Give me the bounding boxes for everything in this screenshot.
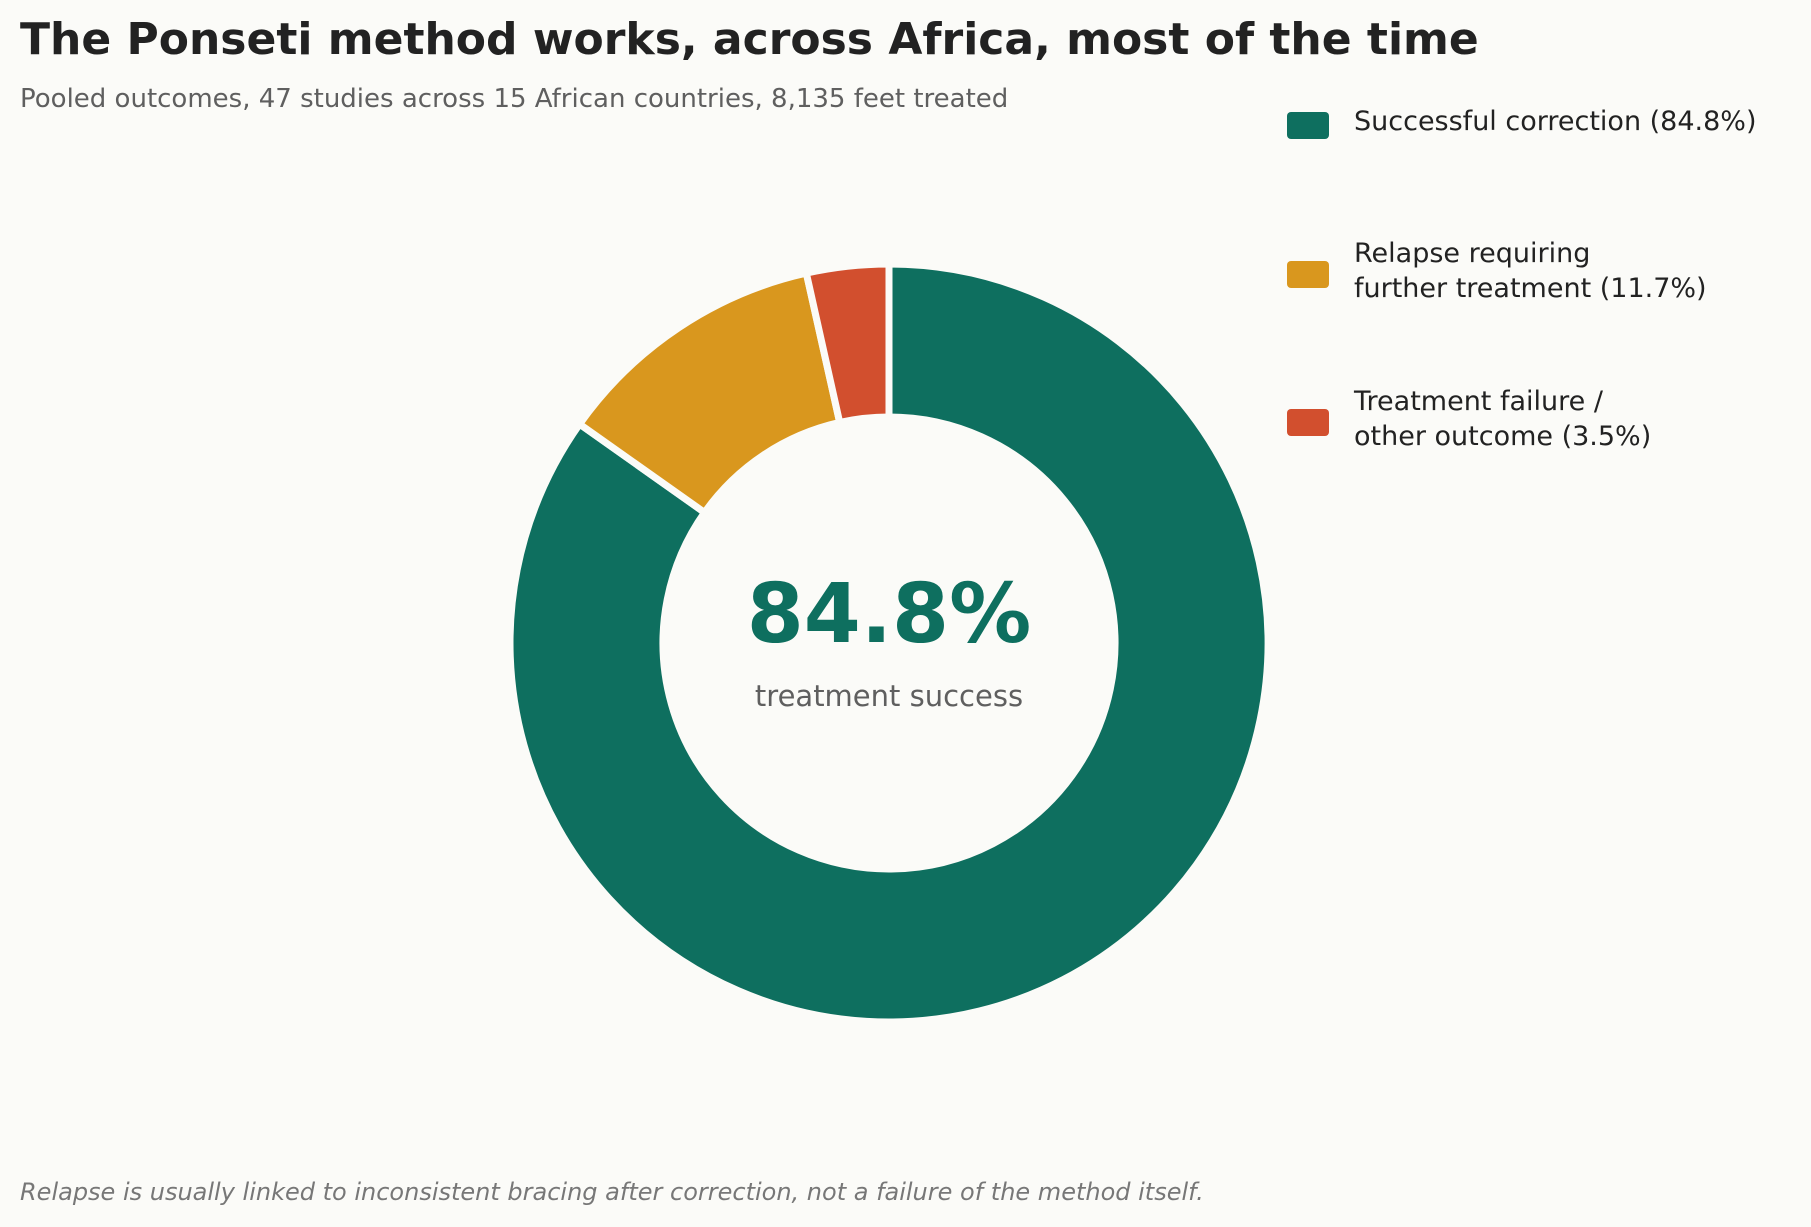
legend-label: Relapse requiring further treatment (11.…: [1354, 238, 1707, 304]
donut-slices: [506, 260, 1272, 1026]
legend-swatch: [1287, 112, 1329, 139]
center-label: treatment success: [755, 679, 1023, 713]
chart-title: The Ponseti method works, across Africa,…: [20, 14, 1479, 65]
legend-swatch: [1287, 261, 1329, 288]
legend-label: Treatment failure / other outcome (3.5%): [1354, 386, 1652, 452]
legend-label: Successful correction (84.8%): [1354, 106, 1757, 137]
slice-treatment-failure-other-outcome: [802, 260, 893, 427]
legend-swatch: [1287, 409, 1329, 436]
footnote: Relapse is usually linked to inconsisten…: [20, 1178, 1204, 1206]
chart-subtitle: Pooled outcomes, 47 studies across 15 Af…: [20, 84, 1009, 114]
slice-successful-correction: [506, 260, 1272, 1026]
center-value: 84.8%: [747, 567, 1031, 662]
